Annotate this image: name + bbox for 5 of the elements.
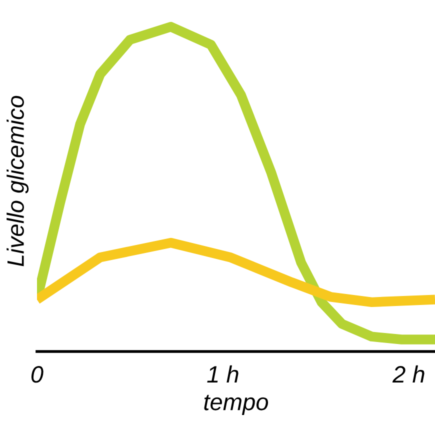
x-axis-title: tempo bbox=[204, 394, 268, 415]
x-tick-label: 1 h bbox=[207, 365, 238, 383]
x-tick-label: 2 h bbox=[392, 365, 424, 383]
x-tick-label: 0 bbox=[31, 366, 44, 383]
y-axis-title: Livello glicemico bbox=[6, 96, 29, 266]
